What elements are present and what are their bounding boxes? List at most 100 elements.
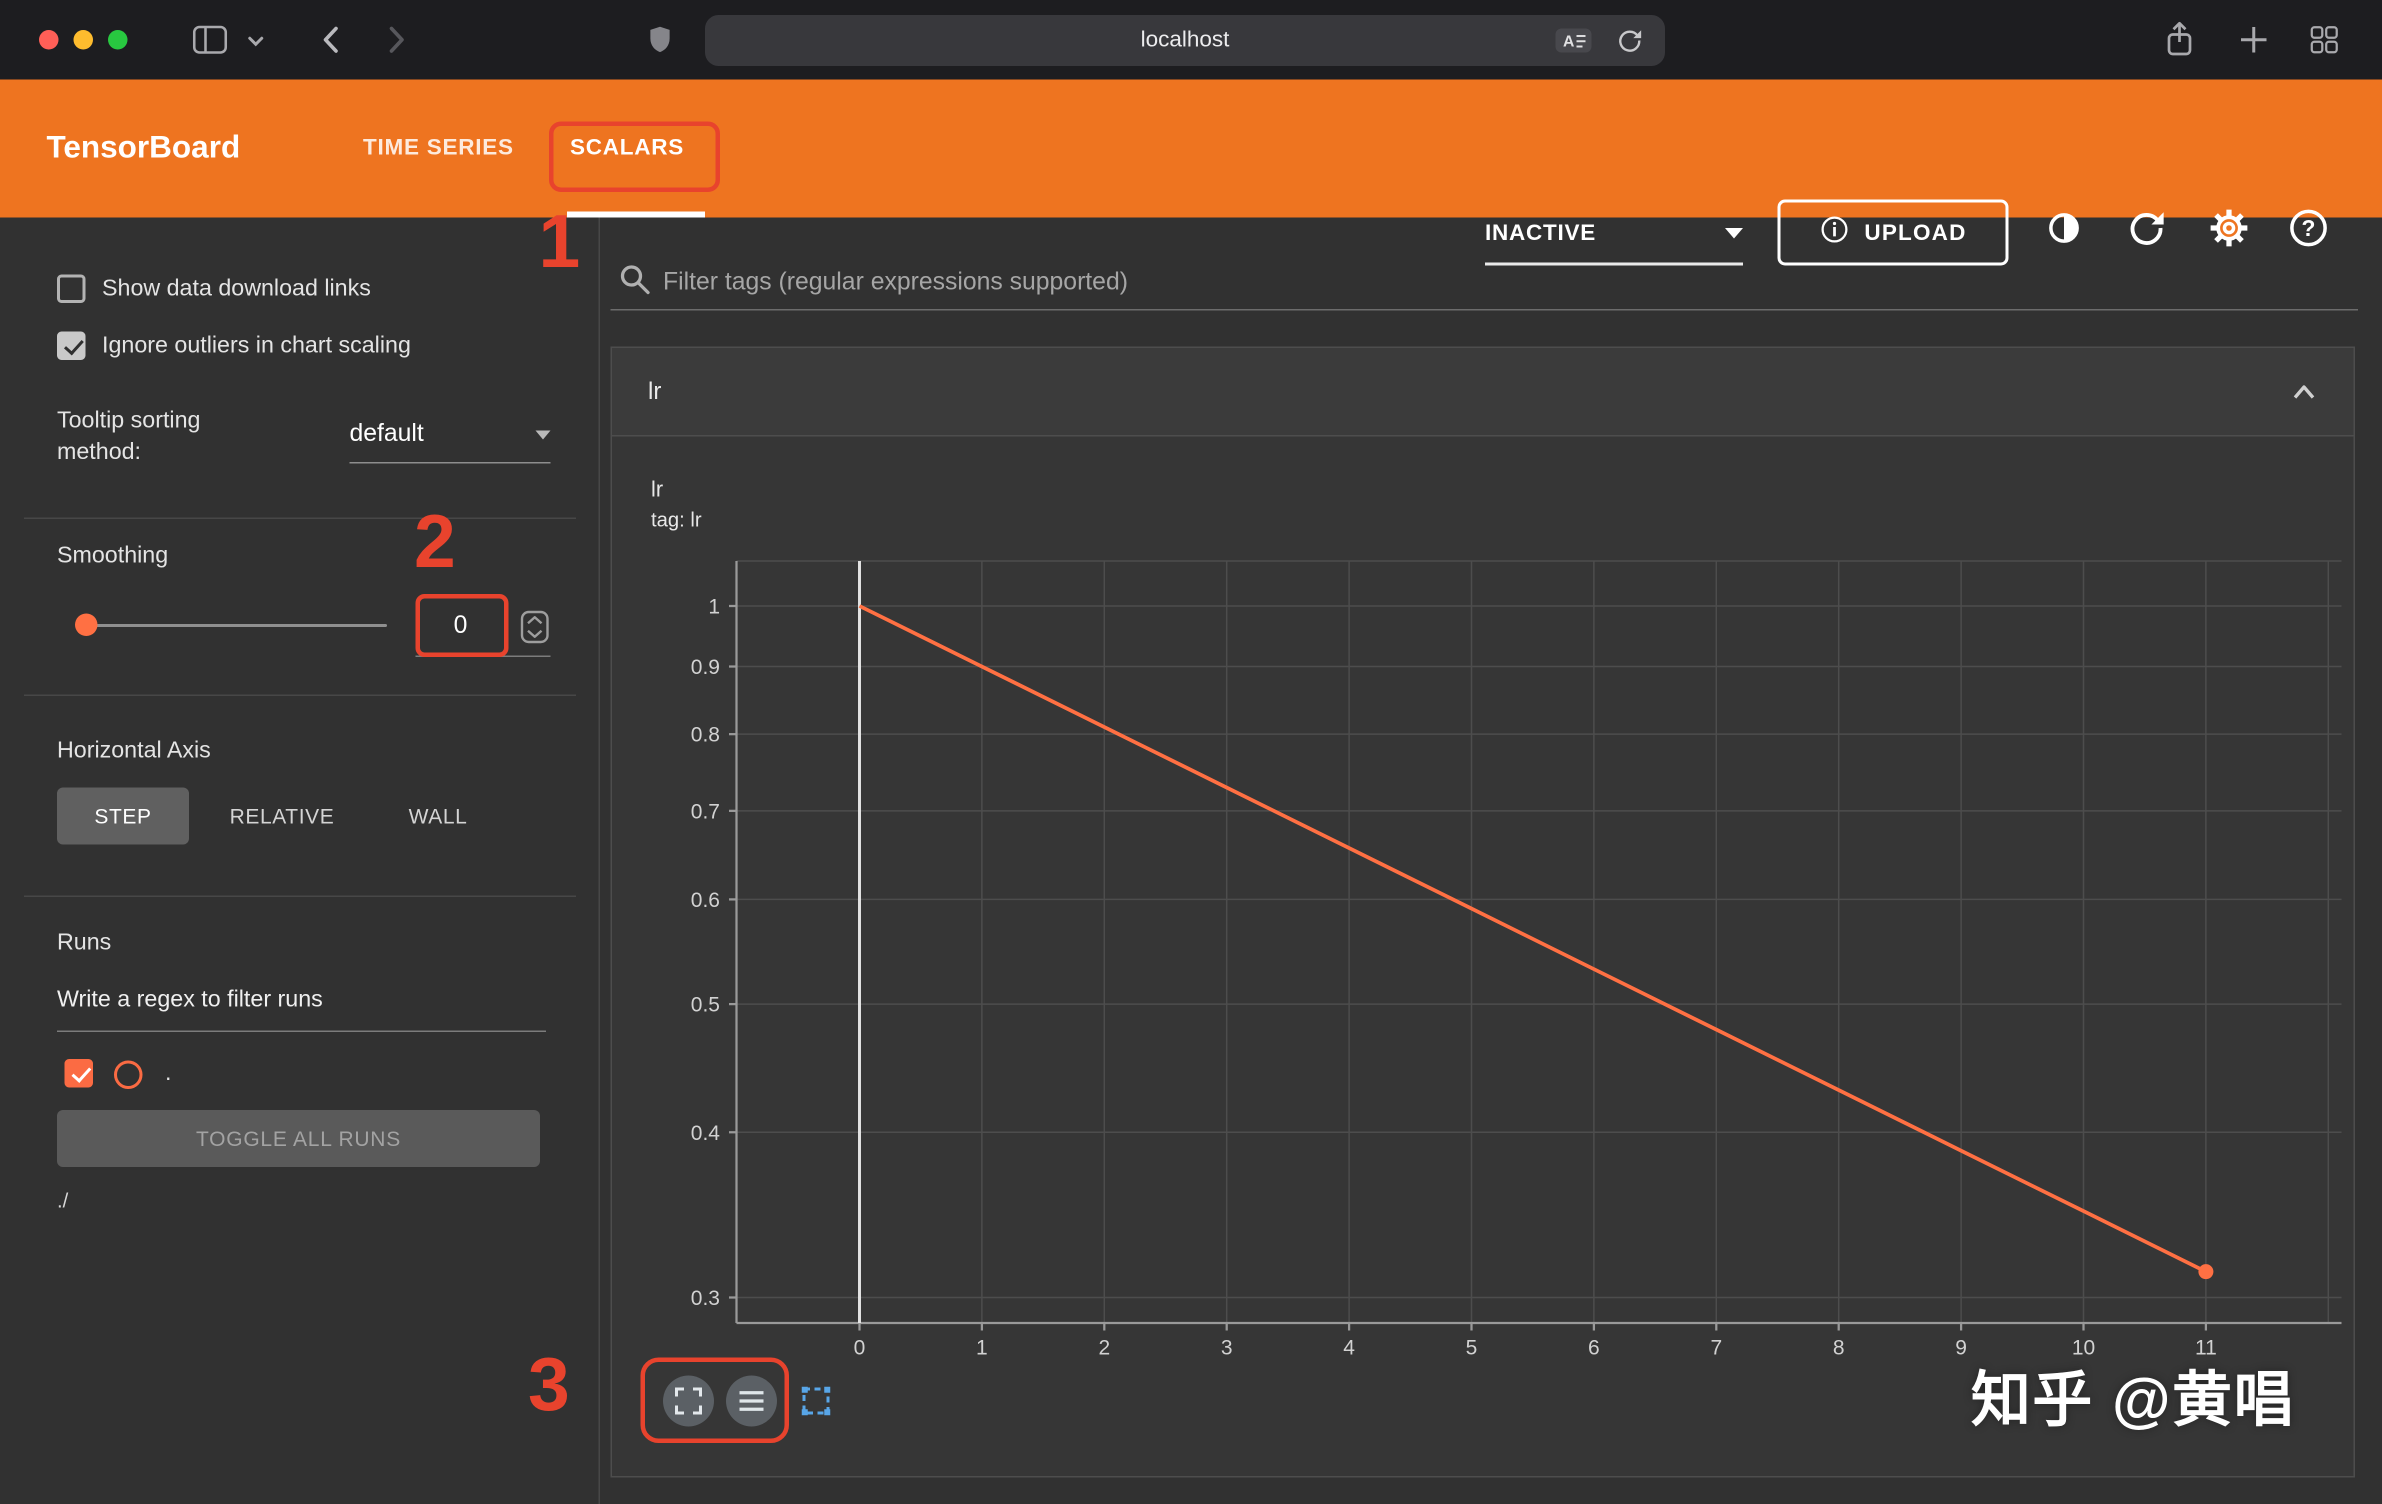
share-button[interactable] xyxy=(2162,20,2198,61)
svg-text:1: 1 xyxy=(708,596,720,619)
tooltip-sorting-label: Tooltip sorting method: xyxy=(57,408,201,465)
upload-label: UPLOAD xyxy=(1864,219,1967,246)
svg-text:4: 4 xyxy=(1343,1337,1355,1360)
runs-filter-underline xyxy=(57,1030,546,1032)
svg-text:0.7: 0.7 xyxy=(691,800,720,823)
window-minimize-button[interactable] xyxy=(73,30,93,50)
smoothing-label: Smoothing xyxy=(57,543,169,569)
watermark: 知乎 @黄唱 xyxy=(1970,1368,2295,1434)
status-dropdown[interactable]: INACTIVE xyxy=(1485,204,1743,266)
run-color-swatch xyxy=(114,1060,143,1089)
scalar-card-lr: lr lr tag: lr 1 0.9 0.8 0.7 0.6 0.5 0.4 0.3 0 1 2 3… xyxy=(610,346,2355,1478)
ignore-outliers-checkbox[interactable] xyxy=(57,331,86,360)
svg-text:3: 3 xyxy=(1221,1337,1233,1360)
svg-text:0.9: 0.9 xyxy=(691,656,720,679)
svg-text:6: 6 xyxy=(1588,1337,1600,1360)
tooltip-sorting-value: default xyxy=(349,420,424,447)
filter-tags-underline xyxy=(610,309,2358,311)
back-button[interactable] xyxy=(321,26,339,55)
help-button[interactable]: ? xyxy=(2288,207,2330,249)
info-icon xyxy=(1819,215,1849,251)
axis-step-button[interactable]: STEP xyxy=(57,787,189,845)
browser-chrome: localhost A xyxy=(0,0,2382,80)
smoothing-value-input[interactable]: 0 xyxy=(453,612,468,639)
window-zoom-button[interactable] xyxy=(108,30,128,50)
annotation-number-2: 2 xyxy=(414,499,456,584)
collapse-chevron-icon[interactable] xyxy=(2288,377,2321,410)
toggle-all-runs-button[interactable]: TOGGLE ALL RUNS xyxy=(57,1110,540,1167)
svg-text:0.8: 0.8 xyxy=(691,724,720,747)
svg-text:0.4: 0.4 xyxy=(691,1122,721,1145)
forward-button[interactable] xyxy=(389,26,407,55)
chevron-down-icon[interactable] xyxy=(248,36,265,48)
tensorboard-header: TensorBoard TIME SERIES SCALARS INACTIVE… xyxy=(0,79,2382,266)
data-table-icon[interactable] xyxy=(726,1375,777,1427)
svg-text:1: 1 xyxy=(976,1337,988,1360)
divider xyxy=(24,895,576,897)
run-checkbox[interactable] xyxy=(64,1059,93,1088)
smoothing-slider-thumb[interactable] xyxy=(75,613,98,636)
search-icon xyxy=(618,263,653,305)
card-title: lr xyxy=(648,379,662,406)
chart-container: lr tag: lr 1 0.9 0.8 0.7 0.6 0.5 0.4 0.3 0 1 2 3 4 5 6… xyxy=(612,437,2354,1477)
axis-wall-button[interactable]: WALL xyxy=(408,804,468,828)
card-header[interactable]: lr xyxy=(612,348,2354,437)
runs-label: Runs xyxy=(57,930,112,956)
show-download-links-checkbox[interactable] xyxy=(57,274,86,303)
svg-text:10: 10 xyxy=(2072,1337,2095,1360)
window-close-button[interactable] xyxy=(39,30,59,50)
fullscreen-icon[interactable] xyxy=(663,1375,714,1427)
settings-gear-icon[interactable] xyxy=(2208,207,2250,249)
upload-button[interactable]: UPLOAD xyxy=(1777,199,2009,266)
annotation-number-1: 1 xyxy=(538,199,581,284)
axis-relative-button[interactable]: RELATIVE xyxy=(229,804,335,828)
runs-filter-input[interactable]: Write a regex to filter runs xyxy=(57,987,323,1013)
divider xyxy=(24,694,576,696)
horizontal-axis-label: Horizontal Axis xyxy=(57,738,211,764)
svg-text:0.6: 0.6 xyxy=(691,889,720,912)
address-bar[interactable]: localhost A xyxy=(705,15,1665,66)
privacy-shield-icon xyxy=(644,23,677,58)
chart-subtitle: tag: lr xyxy=(651,508,702,532)
fit-domain-icon[interactable] xyxy=(798,1383,834,1419)
scalar-chart-plot[interactable]: 1 0.9 0.8 0.7 0.6 0.5 0.4 0.3 0 1 2 3 4 5 6 7 8 9 10 11 xyxy=(612,437,2354,1477)
svg-text:?: ? xyxy=(2302,215,2316,241)
divider xyxy=(24,517,576,519)
svg-text:0.5: 0.5 xyxy=(691,994,720,1017)
address-url: localhost xyxy=(1140,27,1230,53)
reload-button[interactable] xyxy=(1616,26,1645,64)
svg-text:9: 9 xyxy=(1955,1337,1967,1360)
refresh-button[interactable] xyxy=(2126,207,2168,249)
tab-overview-button[interactable] xyxy=(2309,24,2341,56)
active-tab-indicator xyxy=(567,211,705,218)
annotation-box-chart-tools xyxy=(640,1357,789,1443)
tab-time-series[interactable]: TIME SERIES xyxy=(363,135,514,161)
svg-text:11: 11 xyxy=(2195,1337,2217,1360)
annotation-box-smoothing-input xyxy=(415,594,509,657)
svg-text:8: 8 xyxy=(1833,1337,1845,1360)
run-path-label: ./ xyxy=(57,1189,69,1213)
svg-text:A: A xyxy=(1563,34,1574,51)
tab-scalars[interactable]: SCALARS xyxy=(570,135,685,161)
chevron-down-icon xyxy=(535,429,551,439)
smoothing-slider-track[interactable] xyxy=(84,624,387,627)
ignore-outliers-label: Ignore outliers in chart scaling xyxy=(102,333,411,359)
translate-icon[interactable]: A xyxy=(1554,27,1593,62)
chart-title: lr xyxy=(651,478,664,503)
svg-text:2: 2 xyxy=(1098,1337,1110,1360)
sidebar-toggle-button[interactable] xyxy=(192,24,228,56)
settings-sidebar: Show data download links Ignore outliers… xyxy=(0,217,600,1504)
content-area: Show data download links Ignore outliers… xyxy=(0,217,2382,1504)
new-tab-button[interactable] xyxy=(2238,24,2270,56)
svg-text:0: 0 xyxy=(854,1337,866,1360)
run-name: . xyxy=(165,1060,172,1087)
filter-tags-input[interactable]: Filter tags (regular expressions support… xyxy=(663,268,1128,296)
svg-text:0.3: 0.3 xyxy=(691,1287,720,1310)
smoothing-stepper[interactable] xyxy=(520,610,550,652)
tooltip-sorting-dropdown[interactable]: default xyxy=(349,407,551,464)
annotation-box-scalars-tab xyxy=(549,121,720,192)
svg-text:5: 5 xyxy=(1466,1337,1478,1360)
theme-toggle-button[interactable] xyxy=(2043,207,2085,249)
chevron-down-icon xyxy=(1725,228,1743,239)
